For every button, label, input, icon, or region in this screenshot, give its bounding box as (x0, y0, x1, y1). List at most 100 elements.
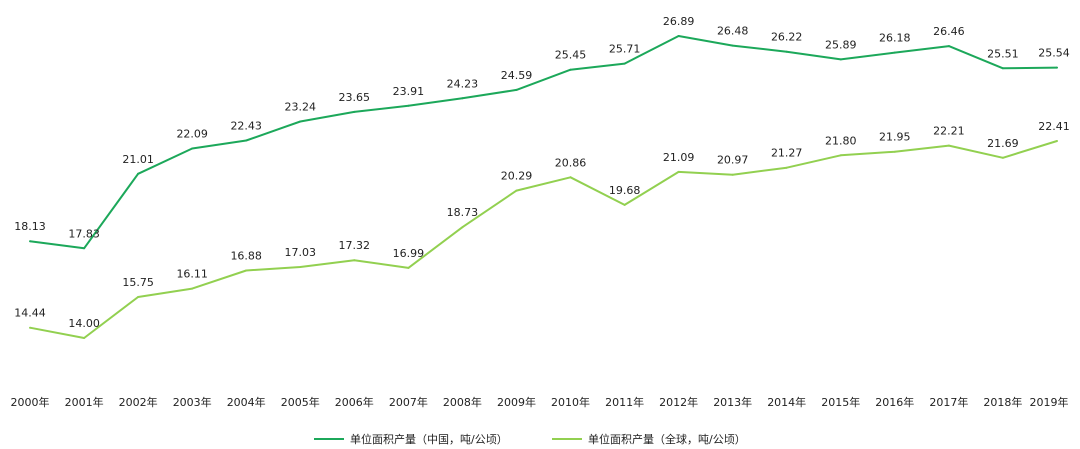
data-label: 17.83 (68, 227, 100, 240)
data-point (83, 247, 86, 250)
data-label: 24.23 (447, 77, 479, 90)
data-label: 21.80 (825, 134, 857, 147)
data-label: 14.00 (68, 317, 100, 330)
x-tick-label: 2017年 (929, 395, 968, 409)
data-label: 22.21 (933, 125, 965, 138)
data-label: 23.65 (339, 91, 371, 104)
data-point (245, 269, 248, 272)
x-axis: 2000年 2001年 2002年 2003年 2004年 2005年 2006年 2007年… (11, 395, 1069, 409)
x-tick-label: 2000年 (11, 395, 50, 409)
data-label: 21.01 (122, 153, 154, 166)
data-point (245, 139, 248, 142)
x-tick-label: 2015年 (821, 395, 860, 409)
data-point (893, 150, 896, 153)
data-label: 24.59 (501, 69, 533, 82)
data-label: 19.68 (609, 184, 641, 197)
x-tick-label: 2006年 (335, 395, 374, 409)
data-label: 21.09 (663, 151, 695, 164)
data-point (461, 97, 464, 100)
data-label: 26.48 (717, 25, 749, 38)
data-point (731, 44, 734, 47)
data-label: 26.89 (663, 15, 695, 28)
data-point (947, 144, 950, 147)
data-label: 26.46 (933, 25, 965, 38)
x-tick-label: 2002年 (119, 395, 158, 409)
data-point (407, 104, 410, 107)
legend: 单位面积产量（中国，吨/公顷） 单位面积产量（全球，吨/公顷） (314, 432, 746, 446)
x-tick-label: 2018年 (983, 395, 1022, 409)
x-tick-label: 2019年 (1030, 395, 1069, 409)
data-point (1001, 156, 1004, 159)
data-point (677, 35, 680, 37)
data-label: 26.18 (879, 32, 911, 45)
x-tick-label: 2014年 (767, 395, 806, 409)
data-point (515, 189, 518, 192)
x-tick-label: 2009年 (497, 395, 536, 409)
data-point (353, 110, 356, 113)
data-point (191, 287, 194, 290)
data-label: 21.27 (771, 147, 803, 160)
x-tick-label: 2005年 (281, 395, 320, 409)
x-tick-label: 2013年 (713, 395, 752, 409)
data-point (839, 154, 842, 157)
data-point (569, 68, 572, 71)
data-label: 22.09 (176, 128, 208, 141)
data-point (461, 226, 464, 229)
legend-label-china: 单位面积产量（中国，吨/公顷） (350, 432, 508, 446)
x-tick-label: 2007年 (389, 395, 428, 409)
data-point (893, 51, 896, 54)
data-label: 25.51 (987, 47, 1019, 60)
data-label: 23.91 (393, 85, 425, 98)
data-label: 25.89 (825, 38, 857, 51)
data-label: 25.45 (555, 49, 587, 62)
x-tick-label: 2001年 (65, 395, 104, 409)
data-label: 26.22 (771, 31, 803, 44)
data-label: 22.43 (230, 120, 262, 133)
data-label: 25.54 (1038, 47, 1070, 60)
data-label-layer: 18.13 17.83 21.01 22.09 22.43 23.24 23.65 23.91… (14, 15, 1070, 330)
data-label: 16.99 (393, 247, 425, 260)
data-point (83, 337, 86, 339)
x-tick-label: 2016年 (875, 395, 914, 409)
data-point (1056, 66, 1058, 69)
data-point (785, 50, 788, 53)
x-tick-label: 2012年 (659, 395, 698, 409)
x-tick-label: 2008年 (443, 395, 482, 409)
data-point (677, 170, 680, 173)
data-label: 18.73 (447, 206, 479, 219)
data-point (299, 120, 302, 123)
x-tick-label: 2003年 (173, 395, 212, 409)
data-label: 15.75 (122, 276, 154, 289)
series-layer (29, 35, 1058, 339)
data-label: 21.69 (987, 137, 1019, 150)
x-tick-label: 2010年 (551, 395, 590, 409)
data-label: 16.11 (176, 268, 208, 281)
data-point (839, 58, 842, 61)
data-point (137, 296, 140, 298)
data-point (623, 62, 626, 65)
data-point (1056, 140, 1058, 142)
data-point (353, 259, 356, 262)
data-label: 17.03 (285, 246, 317, 259)
legend-label-world: 单位面积产量（全球，吨/公顷） (588, 432, 746, 446)
data-point (515, 88, 518, 91)
data-label: 16.88 (230, 250, 262, 263)
data-point (407, 266, 410, 269)
data-point (947, 45, 950, 48)
x-tick-label: 2004年 (227, 395, 266, 409)
data-point (29, 240, 31, 243)
x-tick-label: 2011年 (605, 395, 644, 409)
data-point (785, 166, 788, 169)
data-point (299, 266, 302, 268)
data-label: 20.86 (555, 156, 587, 169)
data-point (137, 172, 140, 175)
data-label: 18.13 (14, 220, 46, 233)
data-point (191, 147, 194, 150)
data-label: 25.71 (609, 43, 641, 56)
data-label: 20.97 (717, 154, 749, 167)
data-label: 21.95 (879, 131, 911, 144)
data-label: 14.44 (14, 307, 46, 320)
data-point (1001, 67, 1004, 70)
data-point (29, 326, 31, 329)
